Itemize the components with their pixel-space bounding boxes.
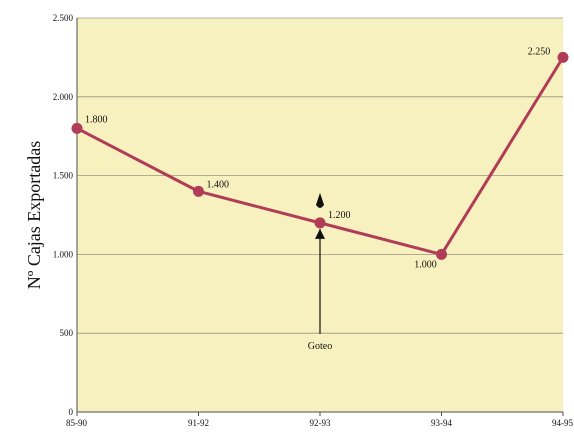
annotation-label: Goteo (308, 341, 332, 352)
annotation-layer: Goteo (308, 192, 332, 352)
data-point (193, 185, 204, 197)
x-tick-label: 93-94 (431, 418, 452, 428)
y-tick-label: 500 (60, 328, 74, 338)
y-tick-label: 1.500 (53, 171, 74, 181)
annotation-arrow-lower (315, 228, 325, 239)
x-tick-label: 94-95 (552, 418, 573, 428)
y-tick-label: 1.000 (53, 249, 74, 259)
annotation-arrow-upper (316, 192, 324, 208)
series-layer (71, 51, 569, 260)
y-axis-title: Nº Cajas Exportadas (24, 141, 44, 290)
data-label: 1.800 (85, 114, 108, 125)
label-layer: 1.800 1.400 1.200 1.000 2.250 (85, 46, 550, 270)
data-label: 2.250 (528, 46, 551, 57)
data-point (557, 51, 569, 63)
data-point (436, 248, 447, 260)
x-tick-label: 92-93 (310, 418, 331, 428)
y-tick-label: 0 (69, 407, 74, 417)
plot-area (77, 18, 563, 412)
data-label: 1.400 (207, 179, 230, 190)
data-label: 1.200 (328, 210, 351, 221)
y-tick-label: 2.500 (53, 13, 74, 23)
axis-layer: 0 500 1.000 1.500 2.000 2.500 85-90 91-92 92-93 9… (53, 13, 574, 428)
data-label: 1.000 (414, 259, 437, 270)
data-point (314, 217, 326, 229)
y-tick-label: 2.000 (53, 92, 74, 102)
data-point (71, 122, 83, 134)
x-tick-label: 85-90 (66, 418, 87, 428)
x-tick-label: 91-92 (188, 418, 209, 428)
